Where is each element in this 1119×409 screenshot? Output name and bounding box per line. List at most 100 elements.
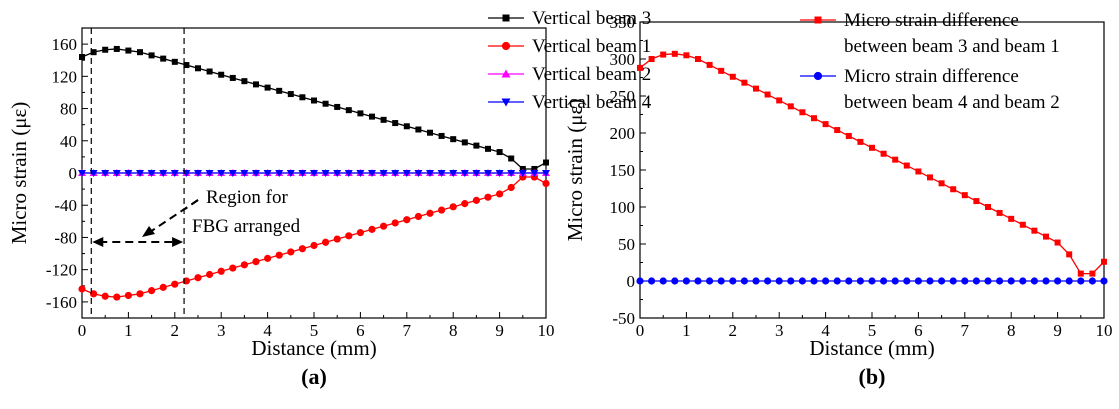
data-point [183,62,190,69]
data-point [195,65,201,72]
data-point [926,277,934,285]
data-point [718,67,725,74]
x-tick-label: 0 [636,321,645,340]
data-point [403,216,411,224]
data-point [822,121,829,128]
x-tick-label: 10 [1096,321,1113,340]
data-point [671,50,678,57]
x-tick-label: 1 [124,321,133,340]
legend: Micro strain difference between beam 3 an… [800,10,1060,113]
data-point [380,222,388,230]
data-point [438,132,445,139]
data-point [729,277,737,285]
data-point [148,287,156,295]
legend-item: Micro strain difference between beam 3 an… [800,10,1060,57]
data-point [113,45,120,52]
legend-marker [813,71,823,81]
legend-label: Micro strain difference [844,66,1019,87]
data-point [776,97,783,104]
data-point [949,277,957,285]
legend-label: Vertical beam 3 [532,8,651,29]
data-point [426,170,434,177]
annotation-line: FBG arranged [192,216,301,237]
data-point [449,170,458,177]
pointer-arrowhead [142,226,155,237]
data-point [264,254,272,262]
data-point [229,74,236,81]
data-point [507,183,515,192]
x-tick-label: 5 [868,321,877,340]
data-point [345,107,352,114]
data-point [927,174,933,181]
data-point [461,200,469,208]
pointer-arrow [149,199,199,233]
legend-item: Vertical beam 3 [488,8,651,29]
data-point [310,241,318,250]
legend-marker [502,14,510,22]
data-point [252,258,260,266]
data-point [973,198,980,205]
data-point [79,54,85,60]
y-tick-label: 50 [618,235,635,254]
data-point [286,170,295,177]
series-line [81,48,547,170]
data-point [449,203,457,211]
data-point [671,277,679,285]
data-point [321,170,330,177]
data-point [822,277,830,285]
data-point [426,209,434,217]
y-tick-label: -120 [46,261,77,280]
data-point [531,165,538,172]
data-point [322,238,330,246]
y-tick-label: -160 [46,293,77,312]
data-point [857,138,864,145]
x-tick-label: 5 [310,321,319,340]
data-point [253,81,259,88]
data-point [729,73,736,80]
x-tick-label: 7 [403,321,412,340]
data-point [961,192,968,199]
data-point [741,79,748,86]
legend-label: Micro strain difference [844,10,1019,31]
data-point [834,127,841,134]
x-tick-label: 9 [495,321,504,340]
data-point [415,126,422,133]
data-point [160,55,167,62]
data-point [101,292,109,300]
data-point [228,170,237,177]
data-point [1054,277,1062,285]
data-point [102,46,109,53]
data-point [961,277,969,285]
data-point [391,219,399,227]
data-point [648,277,656,285]
data-point [1089,270,1096,277]
data-point [914,277,923,285]
y-tick-label: -40 [54,196,77,215]
y-tick-label: 40 [60,132,77,151]
y-tick-label: 350 [610,13,636,32]
data-point [206,270,214,279]
data-point [460,170,469,177]
legend-label: Vertical beam 2 [532,64,651,85]
data-point [485,145,491,152]
data-point [659,277,667,285]
data-point [276,87,283,94]
legend-marker [501,69,511,78]
data-point [1065,277,1073,285]
legend-label: Vertical beam 4 [532,92,652,113]
data-point [1077,277,1085,285]
data-point [660,51,667,58]
y-axis-title: Micro strain (με) [563,99,587,242]
arrowhead-left [92,237,104,247]
data-point [391,170,400,177]
data-point [787,277,795,285]
data-point [985,204,991,210]
x-tick-label: 8 [449,321,458,340]
x-tick-label: 6 [914,321,923,340]
data-point [518,170,527,177]
data-point [637,64,643,71]
data-point [380,116,387,123]
data-point [845,277,853,285]
data-point [682,277,691,285]
data-point [322,100,329,107]
